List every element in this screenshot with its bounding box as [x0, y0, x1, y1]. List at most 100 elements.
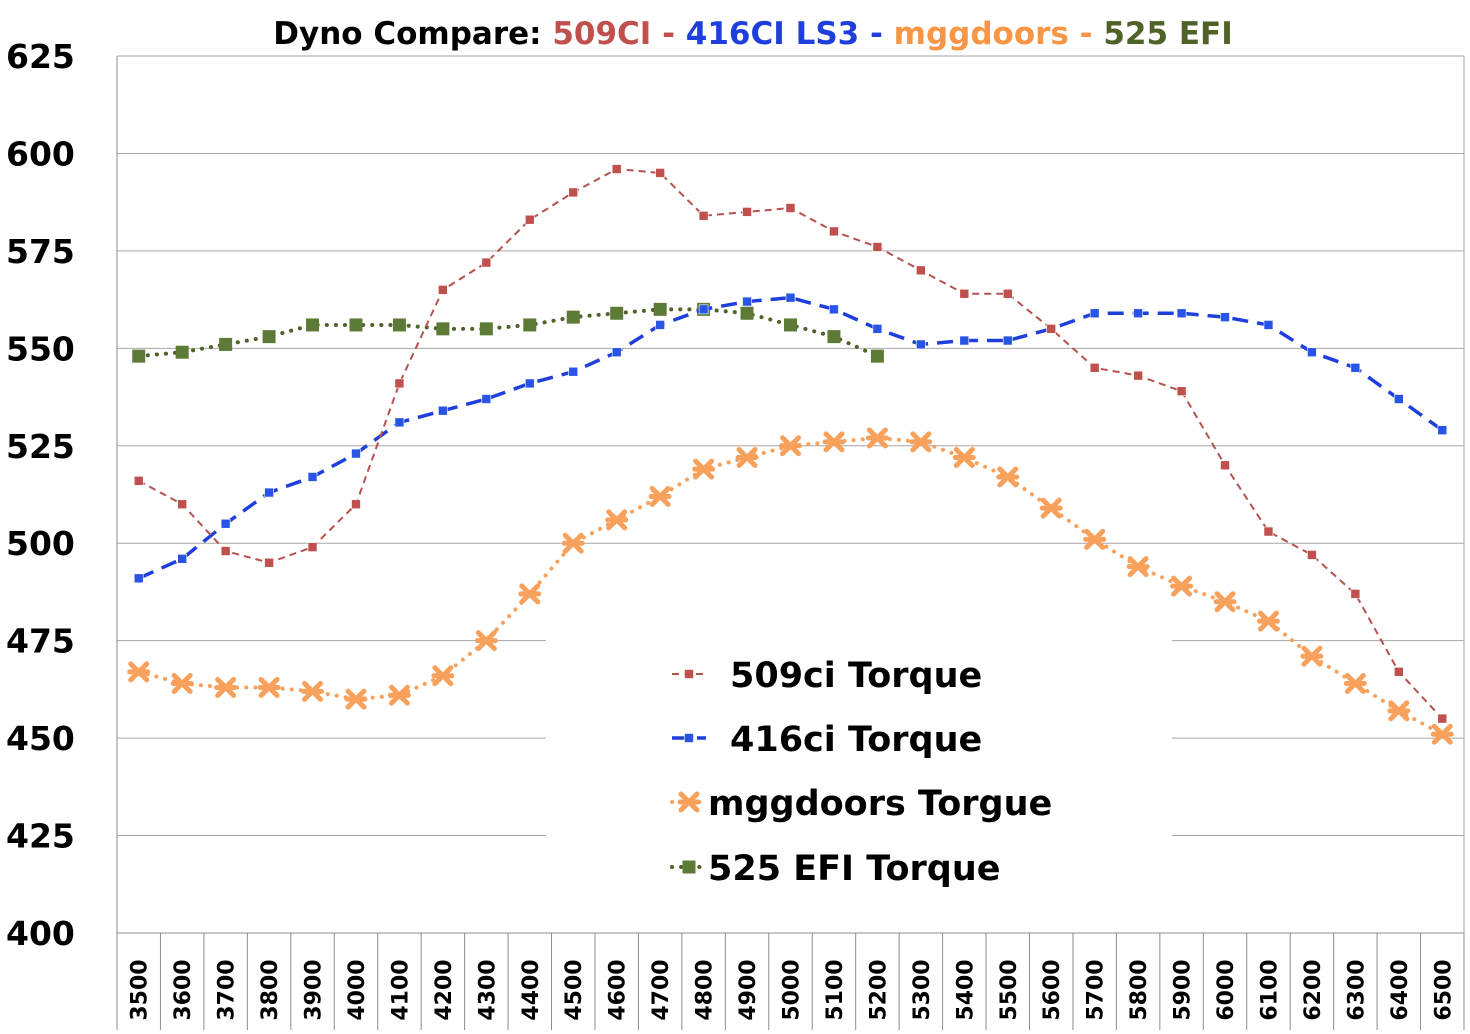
x-tick-label-6000: 6000	[1214, 959, 1239, 1020]
point-mggdoors-torgue-6200	[1300, 645, 1324, 667]
point-mggdoors-torgue-6000	[1213, 591, 1237, 613]
x-tick-label-5400: 5400	[953, 959, 978, 1020]
data-series	[127, 164, 1454, 745]
legend-entry-mggdoors-torgue: mggdoors Torgue	[670, 784, 1052, 824]
legend: 509ci Torque 416ci Torque mggdoors Torgue 5…	[546, 636, 1172, 901]
point-509ci-torque-3700	[220, 546, 231, 556]
point-416ci-torque-4600	[611, 347, 622, 358]
point-mggdoors-torgue-4900	[735, 446, 759, 468]
legend-label-416ci-torque: 416ci Torque	[730, 720, 982, 760]
x-tick-label-6100: 6100	[1257, 959, 1282, 1020]
y-tick-label-625: 625	[6, 37, 75, 76]
point-416ci-torque-4800	[698, 304, 709, 315]
title-segment-2: -	[651, 16, 685, 52]
x-tick-label-3900: 3900	[302, 959, 327, 1020]
point-mggdoors-torgue-5900	[1170, 575, 1194, 597]
y-axis-tick-labels: 400 425 450 475 500 525 550 575 600 625	[6, 37, 75, 953]
legend-entry-525-efi-torque: 525 EFI Torque	[670, 849, 1001, 889]
point-mggdoors-torgue-4000	[344, 688, 368, 710]
series-mggdoors-torgue	[127, 427, 1454, 745]
point-525-efi-torque-4100	[392, 318, 406, 332]
y-tick-label-450: 450	[6, 719, 75, 758]
point-416ci-torque-6000	[1220, 312, 1230, 322]
x-tick-label-5700: 5700	[1084, 959, 1109, 1020]
x-tick-label-6500: 6500	[1431, 959, 1456, 1020]
legend-entry-416ci-torque: 416ci Torque	[672, 720, 982, 760]
point-525-efi-torque-3700	[219, 337, 233, 351]
point-509ci-torque-4400	[524, 214, 535, 225]
point-525-efi-torque-4000	[349, 318, 363, 332]
point-509ci-torque-4800	[698, 211, 709, 221]
point-509ci-torque-5000	[785, 203, 796, 213]
x-tick-label-4700: 4700	[649, 959, 674, 1020]
legend-marker-525-efi-torque	[682, 860, 696, 874]
point-mggdoors-torgue-5300	[909, 431, 933, 453]
point-mggdoors-torgue-6300	[1343, 673, 1367, 695]
x-tick-label-4400: 4400	[519, 959, 544, 1020]
x-tick-label-6300: 6300	[1344, 959, 1369, 1020]
point-mggdoors-torgue-6500	[1430, 723, 1454, 745]
title-segment-3: 416CI LS3	[686, 16, 859, 52]
x-tick-label-4500: 4500	[562, 959, 587, 1020]
x-tick-label-3700: 3700	[215, 959, 240, 1020]
point-416ci-torque-4400	[524, 378, 535, 389]
point-416ci-torque-5200	[872, 324, 883, 334]
point-416ci-torque-6300	[1350, 363, 1361, 373]
point-mggdoors-torgue-4500	[561, 532, 585, 554]
point-509ci-torque-4900	[742, 207, 752, 217]
point-509ci-torque-6200	[1307, 550, 1317, 560]
title-segment-5: mggdoors	[894, 16, 1069, 52]
x-tick-label-5600: 5600	[1040, 959, 1065, 1020]
point-525-efi-torque-4300	[479, 322, 493, 336]
chart-title: Dyno Compare: 509CI - 416CI LS3 - mggdoo…	[273, 16, 1232, 52]
point-509ci-torque-4700	[655, 168, 665, 178]
point-416ci-torque-3500	[133, 573, 144, 584]
x-tick-label-4900: 4900	[736, 959, 761, 1020]
point-mggdoors-torgue-5100	[822, 431, 846, 453]
point-mggdoors-torgue-6100	[1256, 610, 1280, 632]
point-509ci-torque-5800	[1133, 370, 1143, 381]
point-mggdoors-torgue-5600	[1039, 497, 1063, 519]
point-525-efi-torque-3800	[262, 330, 276, 344]
point-416ci-torque-5400	[959, 335, 970, 346]
point-525-efi-torque-5200	[870, 349, 884, 363]
point-525-efi-torque-4500	[566, 310, 580, 324]
point-mggdoors-torgue-4700	[648, 485, 672, 507]
point-mggdoors-torgue-4800	[692, 458, 716, 480]
point-509ci-torque-4300	[481, 257, 492, 268]
point-416ci-torque-4000	[351, 448, 361, 459]
point-525-efi-torque-5000	[784, 318, 797, 332]
point-416ci-torque-4500	[568, 366, 579, 377]
point-509ci-torque-5700	[1089, 363, 1100, 373]
x-tick-label-5100: 5100	[823, 959, 848, 1020]
point-509ci-torque-5400	[959, 288, 970, 299]
x-tick-label-4000: 4000	[345, 959, 370, 1020]
legend-marker-416ci-torque	[684, 733, 694, 743]
point-509ci-torque-3600	[177, 499, 187, 510]
legend-background	[546, 636, 1172, 901]
x-tick-label-5300: 5300	[910, 959, 935, 1020]
y-tick-label-475: 475	[6, 622, 75, 661]
x-tick-label-5200: 5200	[866, 959, 891, 1020]
x-tick-label-4100: 4100	[388, 959, 413, 1020]
point-mggdoors-torgue-3600	[170, 673, 194, 695]
point-416ci-torque-4700	[655, 320, 665, 330]
y-tick-label-600: 600	[6, 134, 75, 173]
point-416ci-torque-4300	[481, 394, 492, 404]
point-509ci-torque-6500	[1437, 713, 1448, 724]
x-tick-label-4800: 4800	[693, 959, 718, 1020]
point-416ci-torque-5000	[785, 292, 796, 303]
point-509ci-torque-4600	[611, 164, 622, 174]
legend-label-525-efi-torque: 525 EFI Torque	[708, 849, 1001, 889]
point-416ci-torque-5700	[1089, 308, 1100, 319]
point-525-efi-torque-4900	[740, 306, 754, 320]
point-mggdoors-torgue-5500	[996, 466, 1020, 488]
point-416ci-torque-3700	[220, 518, 231, 529]
point-509ci-torque-5300	[916, 265, 926, 276]
point-mggdoors-torgue-3800	[257, 676, 281, 698]
point-mggdoors-torgue-4300	[474, 630, 498, 652]
point-416ci-torque-4100	[394, 417, 405, 428]
point-509ci-torque-4100	[394, 378, 405, 389]
point-416ci-torque-4900	[742, 296, 752, 307]
point-mggdoors-torgue-5700	[1083, 528, 1107, 550]
